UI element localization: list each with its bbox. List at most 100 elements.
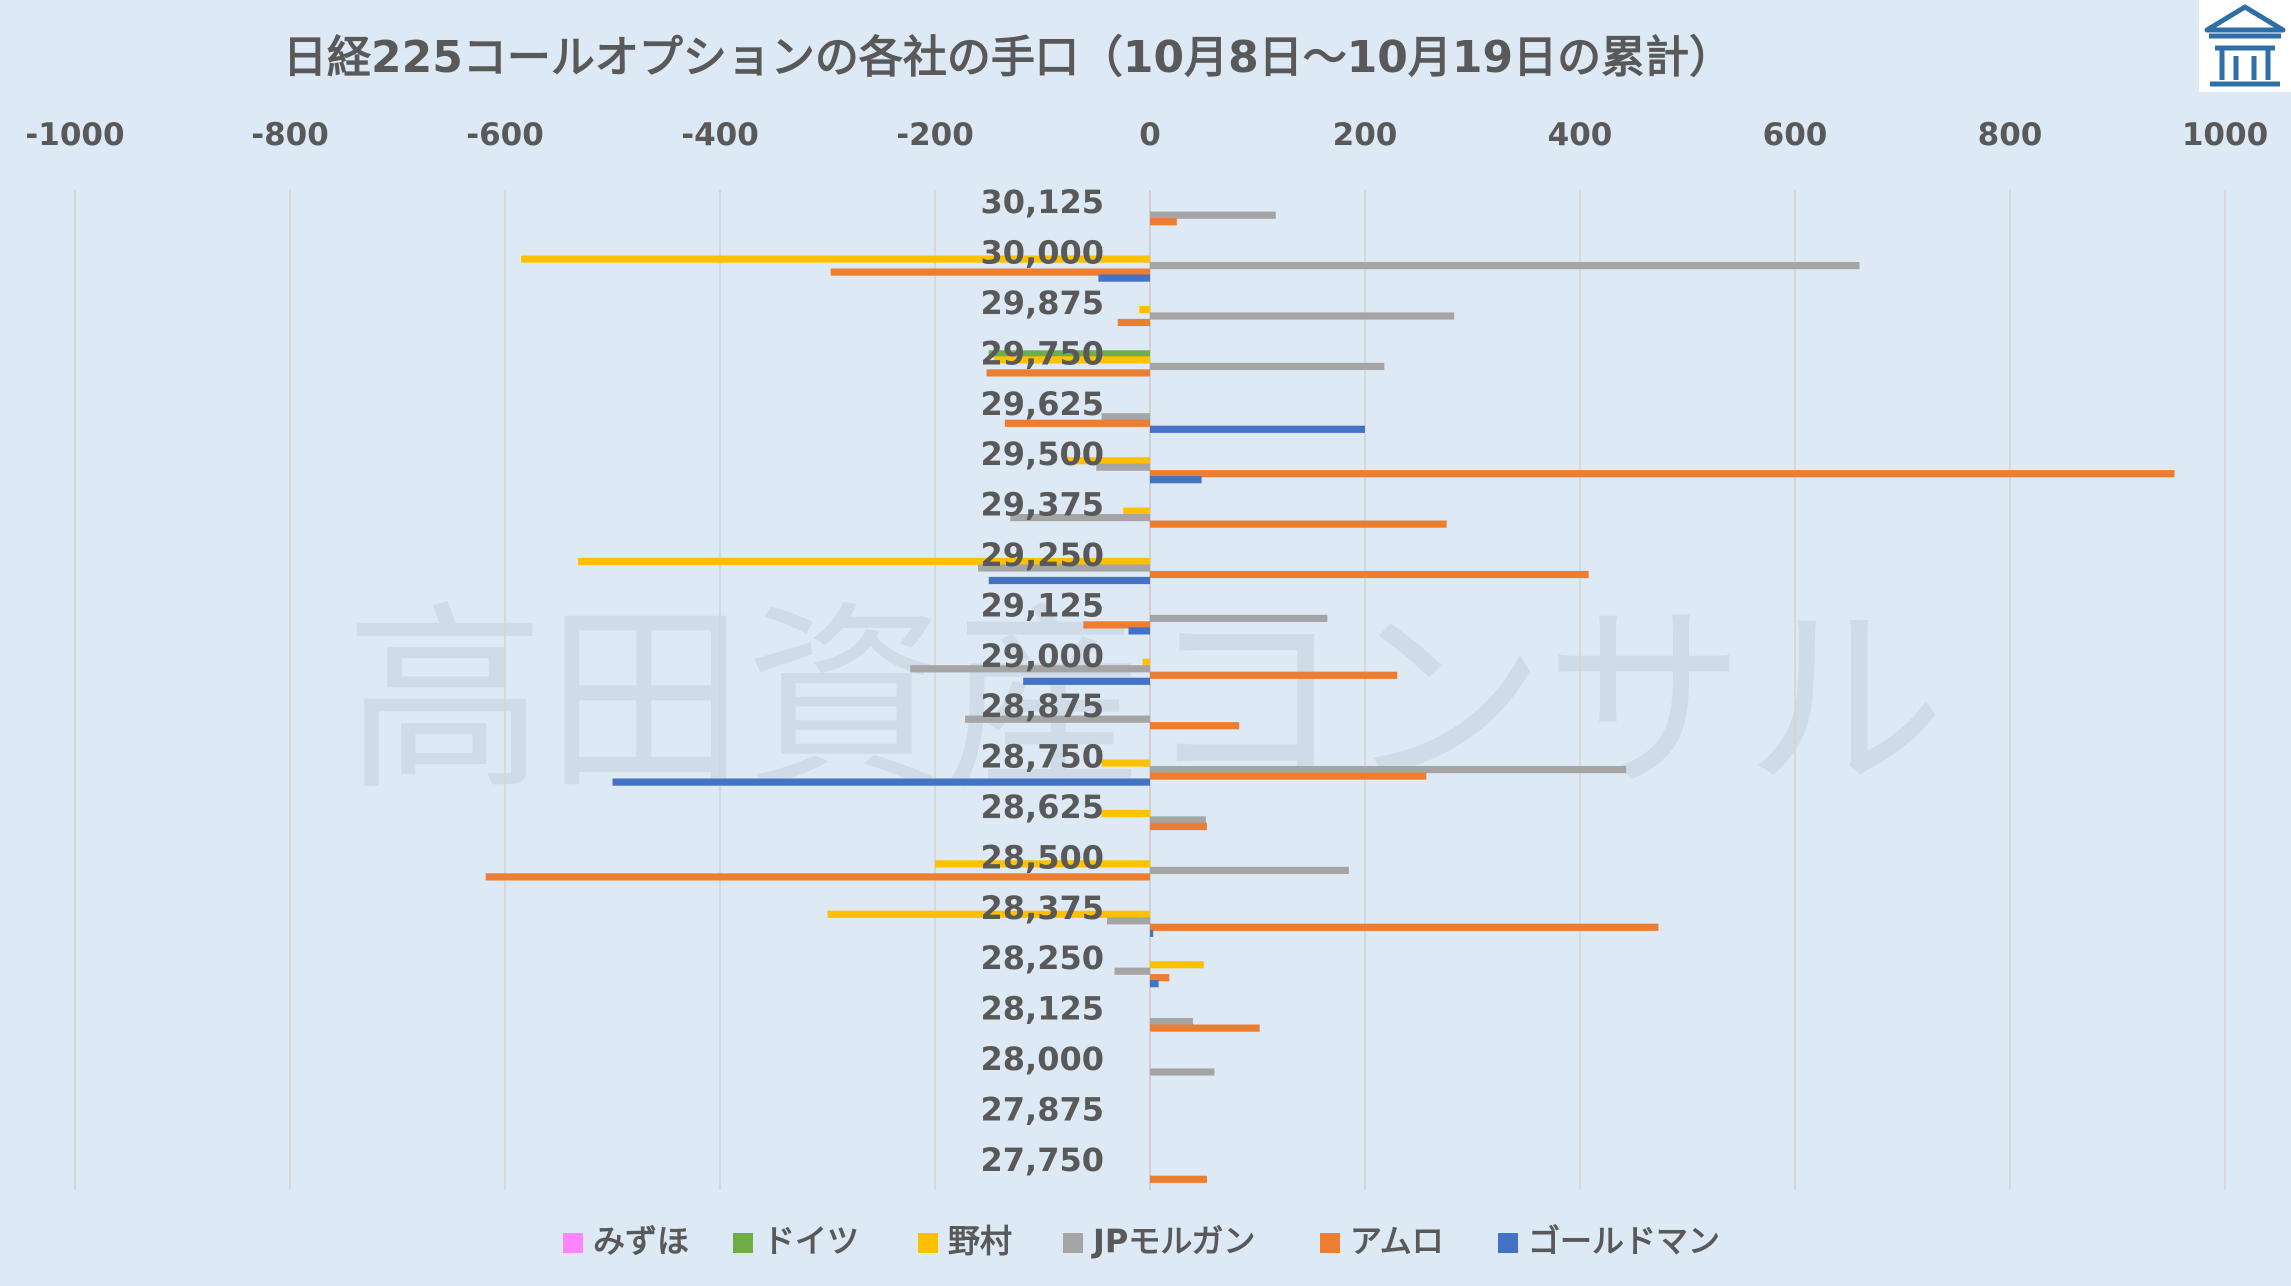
bar bbox=[935, 860, 1150, 868]
bar bbox=[1150, 974, 1170, 982]
category-label: 28,625 bbox=[981, 788, 1104, 826]
category-label: 27,875 bbox=[981, 1090, 1104, 1128]
bar bbox=[1150, 218, 1177, 226]
x-tick-label: -1000 bbox=[25, 117, 124, 153]
bar bbox=[578, 557, 1150, 566]
legend-swatch bbox=[1063, 1233, 1083, 1253]
category-label: 29,875 bbox=[981, 284, 1104, 322]
bar bbox=[1150, 614, 1328, 622]
bar bbox=[1098, 274, 1150, 282]
x-tick-label: -200 bbox=[896, 117, 974, 153]
category-label: 28,125 bbox=[981, 990, 1104, 1028]
bar bbox=[1064, 457, 1150, 465]
bar bbox=[1150, 923, 1659, 931]
x-tick-label: -800 bbox=[251, 117, 329, 153]
bar bbox=[1010, 514, 1150, 522]
category-label: 28,250 bbox=[981, 939, 1104, 977]
bar bbox=[1150, 980, 1159, 988]
x-tick-label: 800 bbox=[1978, 117, 2043, 153]
x-tick-label: -600 bbox=[466, 117, 544, 153]
legend-label: JPモルガン bbox=[1091, 1222, 1255, 1260]
category-label: 29,125 bbox=[981, 586, 1104, 624]
legend-label: 野村 bbox=[948, 1222, 1012, 1260]
house-logo-icon bbox=[2199, 0, 2291, 92]
bar bbox=[1150, 961, 1204, 969]
bar bbox=[1150, 520, 1447, 528]
bar bbox=[1150, 570, 1589, 579]
bar bbox=[1023, 677, 1150, 685]
bar bbox=[1107, 917, 1150, 925]
bar bbox=[1150, 1175, 1207, 1183]
bar bbox=[1150, 1018, 1193, 1026]
bar bbox=[1150, 470, 2175, 478]
bar bbox=[1150, 766, 1627, 774]
category-label: 28,875 bbox=[981, 687, 1104, 725]
bar bbox=[1150, 1024, 1260, 1032]
category-label: 28,500 bbox=[981, 838, 1104, 876]
bar bbox=[1150, 211, 1276, 219]
legend-swatch bbox=[918, 1233, 938, 1253]
bar bbox=[1150, 1068, 1215, 1076]
legend-label: ドイツ bbox=[763, 1222, 859, 1260]
legend-label: ゴールドマン bbox=[1528, 1222, 1720, 1260]
category-label: 27,750 bbox=[981, 1141, 1104, 1179]
category-label: 29,625 bbox=[981, 385, 1104, 423]
x-tick-label: -400 bbox=[681, 117, 759, 153]
legend-swatch bbox=[563, 1233, 583, 1253]
bar bbox=[1142, 658, 1150, 666]
x-tick-label: 1000 bbox=[2182, 117, 2268, 153]
legend-label: アムロ bbox=[1350, 1222, 1444, 1260]
bar bbox=[986, 369, 1150, 377]
bar bbox=[1004, 419, 1150, 427]
category-label: 30,125 bbox=[981, 183, 1104, 221]
bar bbox=[965, 715, 1150, 723]
bar bbox=[1114, 967, 1150, 975]
bar bbox=[1101, 759, 1150, 767]
bar bbox=[1150, 425, 1365, 433]
bar bbox=[827, 910, 1150, 918]
bar bbox=[994, 356, 1150, 364]
bar bbox=[612, 778, 1150, 786]
legend-label: みずほ bbox=[593, 1222, 689, 1260]
bar bbox=[1150, 362, 1385, 370]
bar bbox=[1096, 463, 1150, 471]
bar bbox=[1139, 305, 1150, 314]
category-label: 29,750 bbox=[981, 334, 1104, 372]
x-tick-label: 0 bbox=[1139, 117, 1161, 153]
bar bbox=[988, 350, 1150, 358]
bar bbox=[521, 255, 1150, 263]
bar bbox=[1128, 627, 1150, 635]
x-tick-label: 600 bbox=[1763, 117, 1828, 153]
category-label: 28,750 bbox=[981, 738, 1104, 776]
bar bbox=[1150, 722, 1240, 730]
category-label: 30,000 bbox=[981, 234, 1104, 272]
bar bbox=[1150, 671, 1398, 679]
category-label: 28,375 bbox=[981, 889, 1104, 927]
bar bbox=[910, 665, 1150, 673]
bar bbox=[1083, 621, 1150, 629]
bar bbox=[978, 564, 1150, 572]
x-tick-label: 200 bbox=[1333, 117, 1398, 153]
bar bbox=[1150, 262, 1860, 270]
bar bbox=[1150, 312, 1455, 320]
x-tick-label: 400 bbox=[1548, 117, 1613, 153]
bar bbox=[485, 873, 1150, 881]
bar bbox=[1150, 929, 1154, 937]
bar bbox=[1117, 318, 1150, 327]
bar bbox=[1150, 476, 1202, 484]
chart-title: 日経225コールオプションの各社の手口（10月8日〜10月19日の累計） bbox=[283, 32, 1733, 83]
legend-swatch bbox=[1498, 1233, 1518, 1253]
bar bbox=[830, 268, 1150, 276]
bar bbox=[988, 576, 1150, 585]
bar bbox=[1101, 809, 1150, 818]
category-label: 29,375 bbox=[981, 486, 1104, 524]
legend-swatch bbox=[733, 1233, 753, 1253]
bar bbox=[1150, 822, 1207, 831]
legend-swatch bbox=[1320, 1233, 1340, 1253]
bar bbox=[1150, 866, 1349, 874]
bar bbox=[1150, 816, 1206, 824]
category-label: 28,000 bbox=[981, 1040, 1104, 1078]
category-label: 29,250 bbox=[981, 536, 1104, 574]
bar bbox=[1150, 772, 1427, 780]
